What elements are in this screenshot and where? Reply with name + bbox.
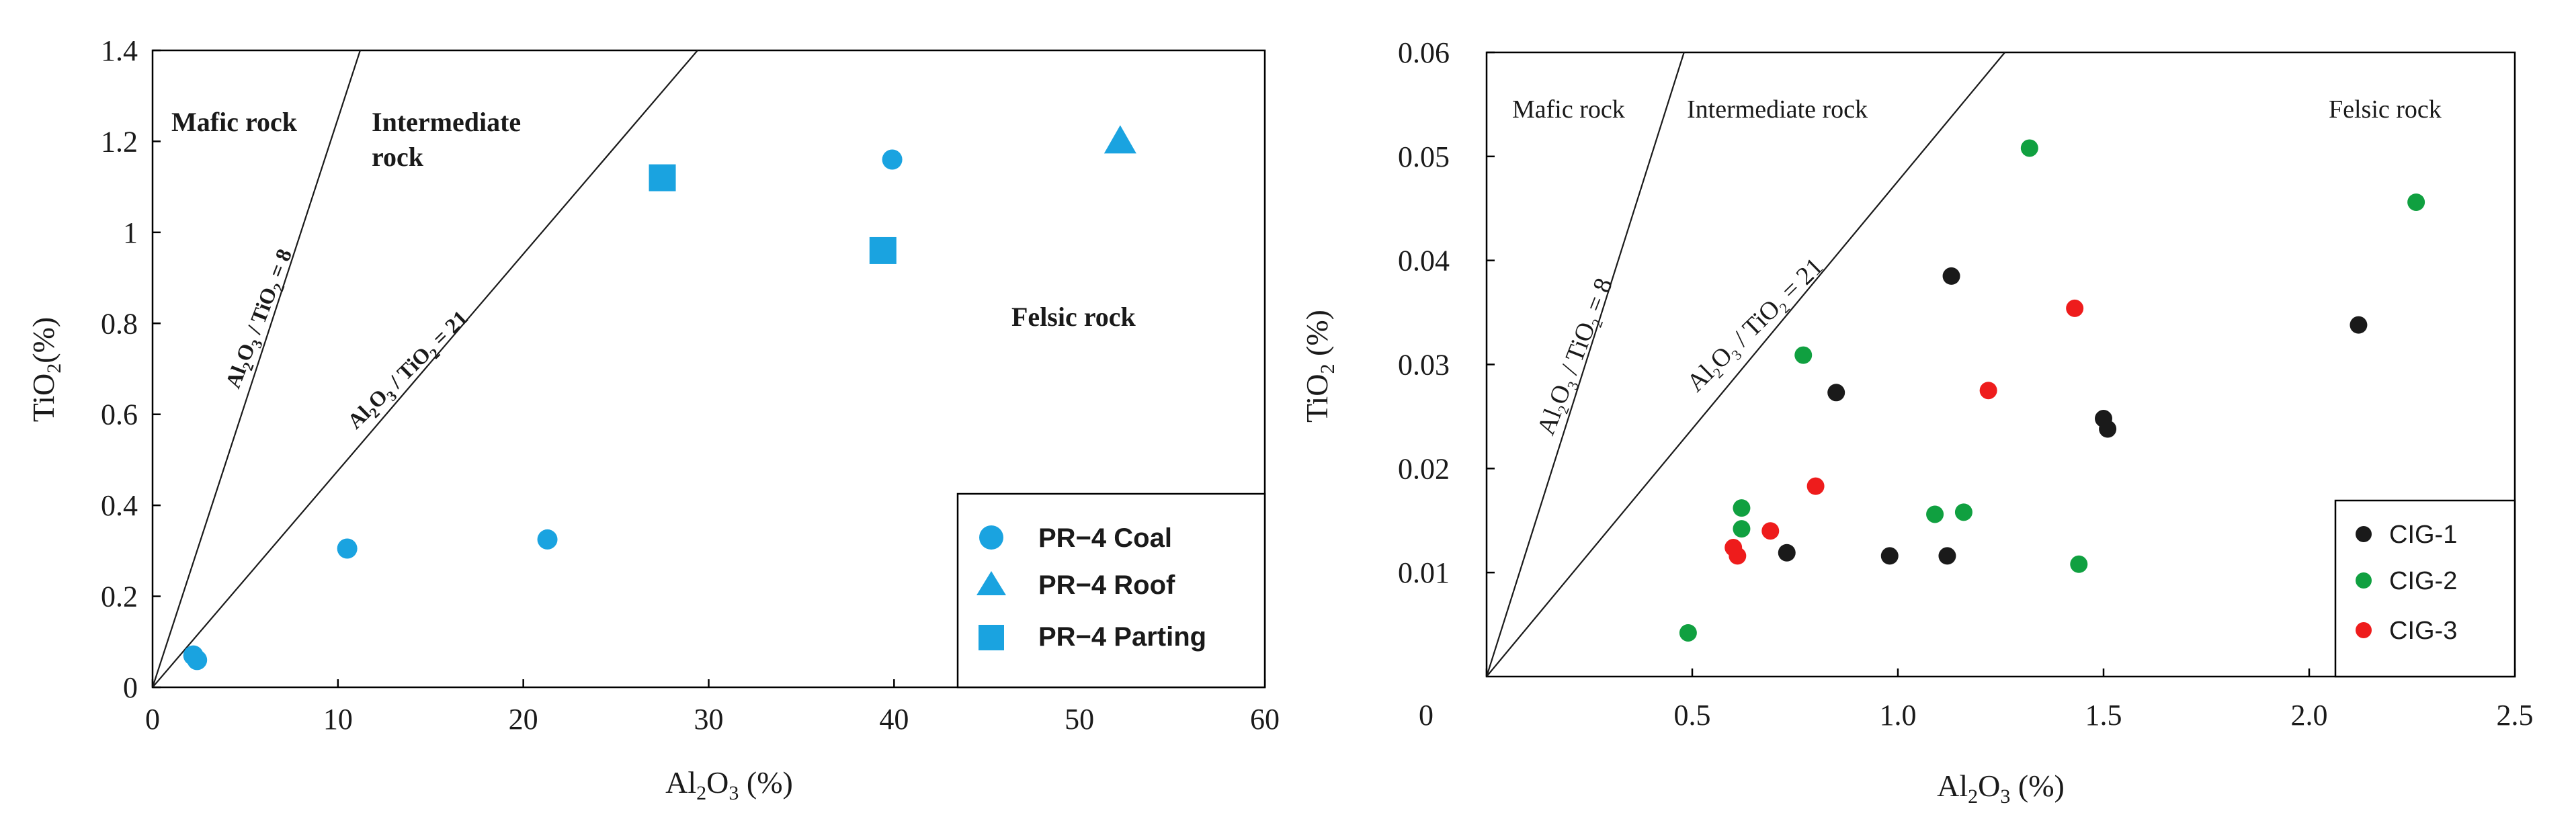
data-point-pr-4-roof [1104, 125, 1136, 154]
data-point-cig-3 [1806, 477, 1825, 495]
x-tick-label: 0 [145, 703, 160, 736]
data-point-cig-2 [2070, 555, 2088, 573]
region-label-felsic-left: Felsic rock [1011, 302, 1136, 332]
data-point-cig-2 [2407, 193, 2425, 211]
region-label-intermediate-left-2: rock [372, 142, 424, 172]
x-tick-label: 50 [1065, 703, 1094, 736]
data-point-cig-2 [1679, 623, 1697, 642]
ratio-line-21 [153, 50, 698, 687]
legend-label-cig2: CIG-2 [2389, 567, 2457, 595]
legend-left: PR−4 Coal PR−4 Roof PR−4 Parting [956, 492, 1266, 689]
y-tick-label: 0.05 [1398, 140, 1450, 173]
data-point-cig-1 [1880, 547, 1899, 565]
data-points-left [183, 125, 1136, 671]
legend-right: CIG-1 CIG-2 CIG-3 [2334, 499, 2516, 678]
y-axis-title-left: TiO2(%) [26, 317, 65, 422]
region-label-mafic-right: Mafic rock [1512, 95, 1625, 124]
data-point-pr-4-coal [337, 538, 358, 559]
x-tick-label: 40 [879, 703, 909, 736]
data-point-cig-1 [1942, 267, 1960, 285]
y-tick-label: 0.03 [1398, 349, 1450, 382]
ratio-line-21 [1487, 52, 2005, 677]
region-label-intermediate-right: Intermediate rock [1687, 95, 1868, 124]
legend-marker-parting [979, 625, 1004, 650]
data-points-right [1679, 139, 2425, 642]
ratio-label-8-right: Al2O3 / TiO2 = 8 [1532, 274, 1620, 440]
region-label-felsic-right: Felsic rock [2329, 95, 2442, 124]
data-point-cig-1 [2350, 316, 2368, 334]
y-axis-title-right: TiO2 (%) [1300, 310, 1339, 423]
data-point-cig-3 [2066, 299, 2084, 317]
y-tick-label: 0.02 [1398, 452, 1450, 485]
axis-ticks-left: 0 10 20 30 40 50 60 0 0.2 0.4 0.6 0.8 1 1.2 1.4 [101, 34, 1280, 736]
legend-box-left [956, 492, 1266, 689]
ratio-label-8-left: Al2O3 / TiO2 = 8 [220, 245, 300, 392]
data-point-cig-2 [1733, 520, 1751, 538]
x-tick-label: 2.5 [2497, 699, 2534, 732]
data-point-cig-3 [1729, 547, 1747, 565]
y-tick-label: 0.6 [101, 398, 138, 431]
y-tick-label: 0.8 [101, 307, 138, 340]
data-point-cig-2 [1794, 346, 1813, 364]
y-tick-label: 0.4 [101, 489, 138, 522]
data-point-cig-2 [2020, 139, 2038, 157]
x-tick-label: 20 [509, 703, 538, 736]
y-tick-label: 1.2 [101, 125, 138, 158]
x-axis-title-right: Al2O3 (%) [1937, 769, 2065, 808]
y-tick-label: 0.2 [101, 580, 138, 613]
region-label-mafic-left: Mafic rock [171, 107, 298, 137]
legend-label-roof: PR−4 Roof [1038, 570, 1175, 600]
x-tick-label: 2.0 [2291, 699, 2328, 732]
chart-left: 0 10 20 30 40 50 60 0 0.2 0.4 0.6 0.8 1 1.2 1.4 Mafic … [26, 34, 1280, 804]
x-tick-label: 1.5 [2085, 699, 2122, 732]
y-tick-label: 0 [123, 671, 138, 704]
region-label-intermediate-left: Intermediate [372, 107, 521, 137]
y-tick-label: 1 [123, 216, 138, 249]
y-tick-label: 0.01 [1398, 556, 1450, 589]
x-axis-title-left: Al2O3 (%) [665, 765, 793, 804]
legend-label-coal: PR−4 Coal [1038, 523, 1172, 553]
ratio-label-21-left: Al2O3 / TiO2 = 21 [343, 306, 475, 436]
data-point-pr-4-parting [869, 236, 897, 264]
data-point-cig-1 [1827, 384, 1845, 402]
legend-marker-cig1 [2356, 526, 2372, 542]
ratio-line-8 [153, 50, 361, 687]
data-point-cig-2 [1926, 505, 1944, 523]
data-point-pr-4-coal [537, 529, 558, 550]
data-point-cig-1 [1778, 544, 1796, 562]
ratio-label-21-right: Al2O3 / TiO2 = 21 [1681, 253, 1831, 400]
legend-marker-cig3 [2356, 622, 2372, 638]
x-tick-label: 60 [1250, 703, 1280, 736]
ratio-lines-right [1487, 52, 2005, 677]
data-point-pr-4-parting [649, 164, 676, 191]
legend-label-cig3: CIG-3 [2389, 617, 2457, 645]
data-point-cig-2 [1954, 503, 1972, 521]
ratio-lines-left [153, 50, 698, 687]
chart-right: 0 0.5 1.0 1.5 2.0 2.5 0.01 0.02 0.03 0.04 0.05 0.06… [1300, 36, 2534, 808]
data-point-cig-1 [1938, 547, 1956, 565]
axis-ticks-right: 0 0.5 1.0 1.5 2.0 2.5 0.01 0.02 0.03 0.04 0.05 0.06 [1398, 36, 2534, 732]
x-tick-label: 10 [323, 703, 353, 736]
x-tick-label: 1.0 [1880, 699, 1917, 732]
legend-marker-cig2 [2356, 572, 2372, 589]
data-point-cig-2 [1733, 499, 1751, 517]
data-point-cig-3 [1761, 522, 1780, 540]
x-tick-label: 30 [694, 703, 724, 736]
legend-marker-coal [979, 525, 1003, 550]
x-tick-label: 0.5 [1674, 699, 1711, 732]
x-tick-label: 0 [1419, 699, 1434, 732]
y-tick-label: 0.04 [1398, 245, 1450, 277]
y-tick-label: 0.06 [1398, 36, 1450, 69]
ratio-line-8 [1487, 52, 1685, 677]
y-tick-label: 1.4 [101, 34, 138, 67]
data-point-pr-4-coal [187, 650, 208, 671]
data-point-pr-4-coal [882, 149, 903, 170]
legend-label-parting: PR−4 Parting [1038, 622, 1206, 652]
data-point-cig-3 [1979, 382, 1997, 400]
legend-label-cig1: CIG-1 [2389, 521, 2457, 549]
data-point-cig-1 [2099, 420, 2117, 438]
legend-marker-roof [977, 571, 1006, 595]
